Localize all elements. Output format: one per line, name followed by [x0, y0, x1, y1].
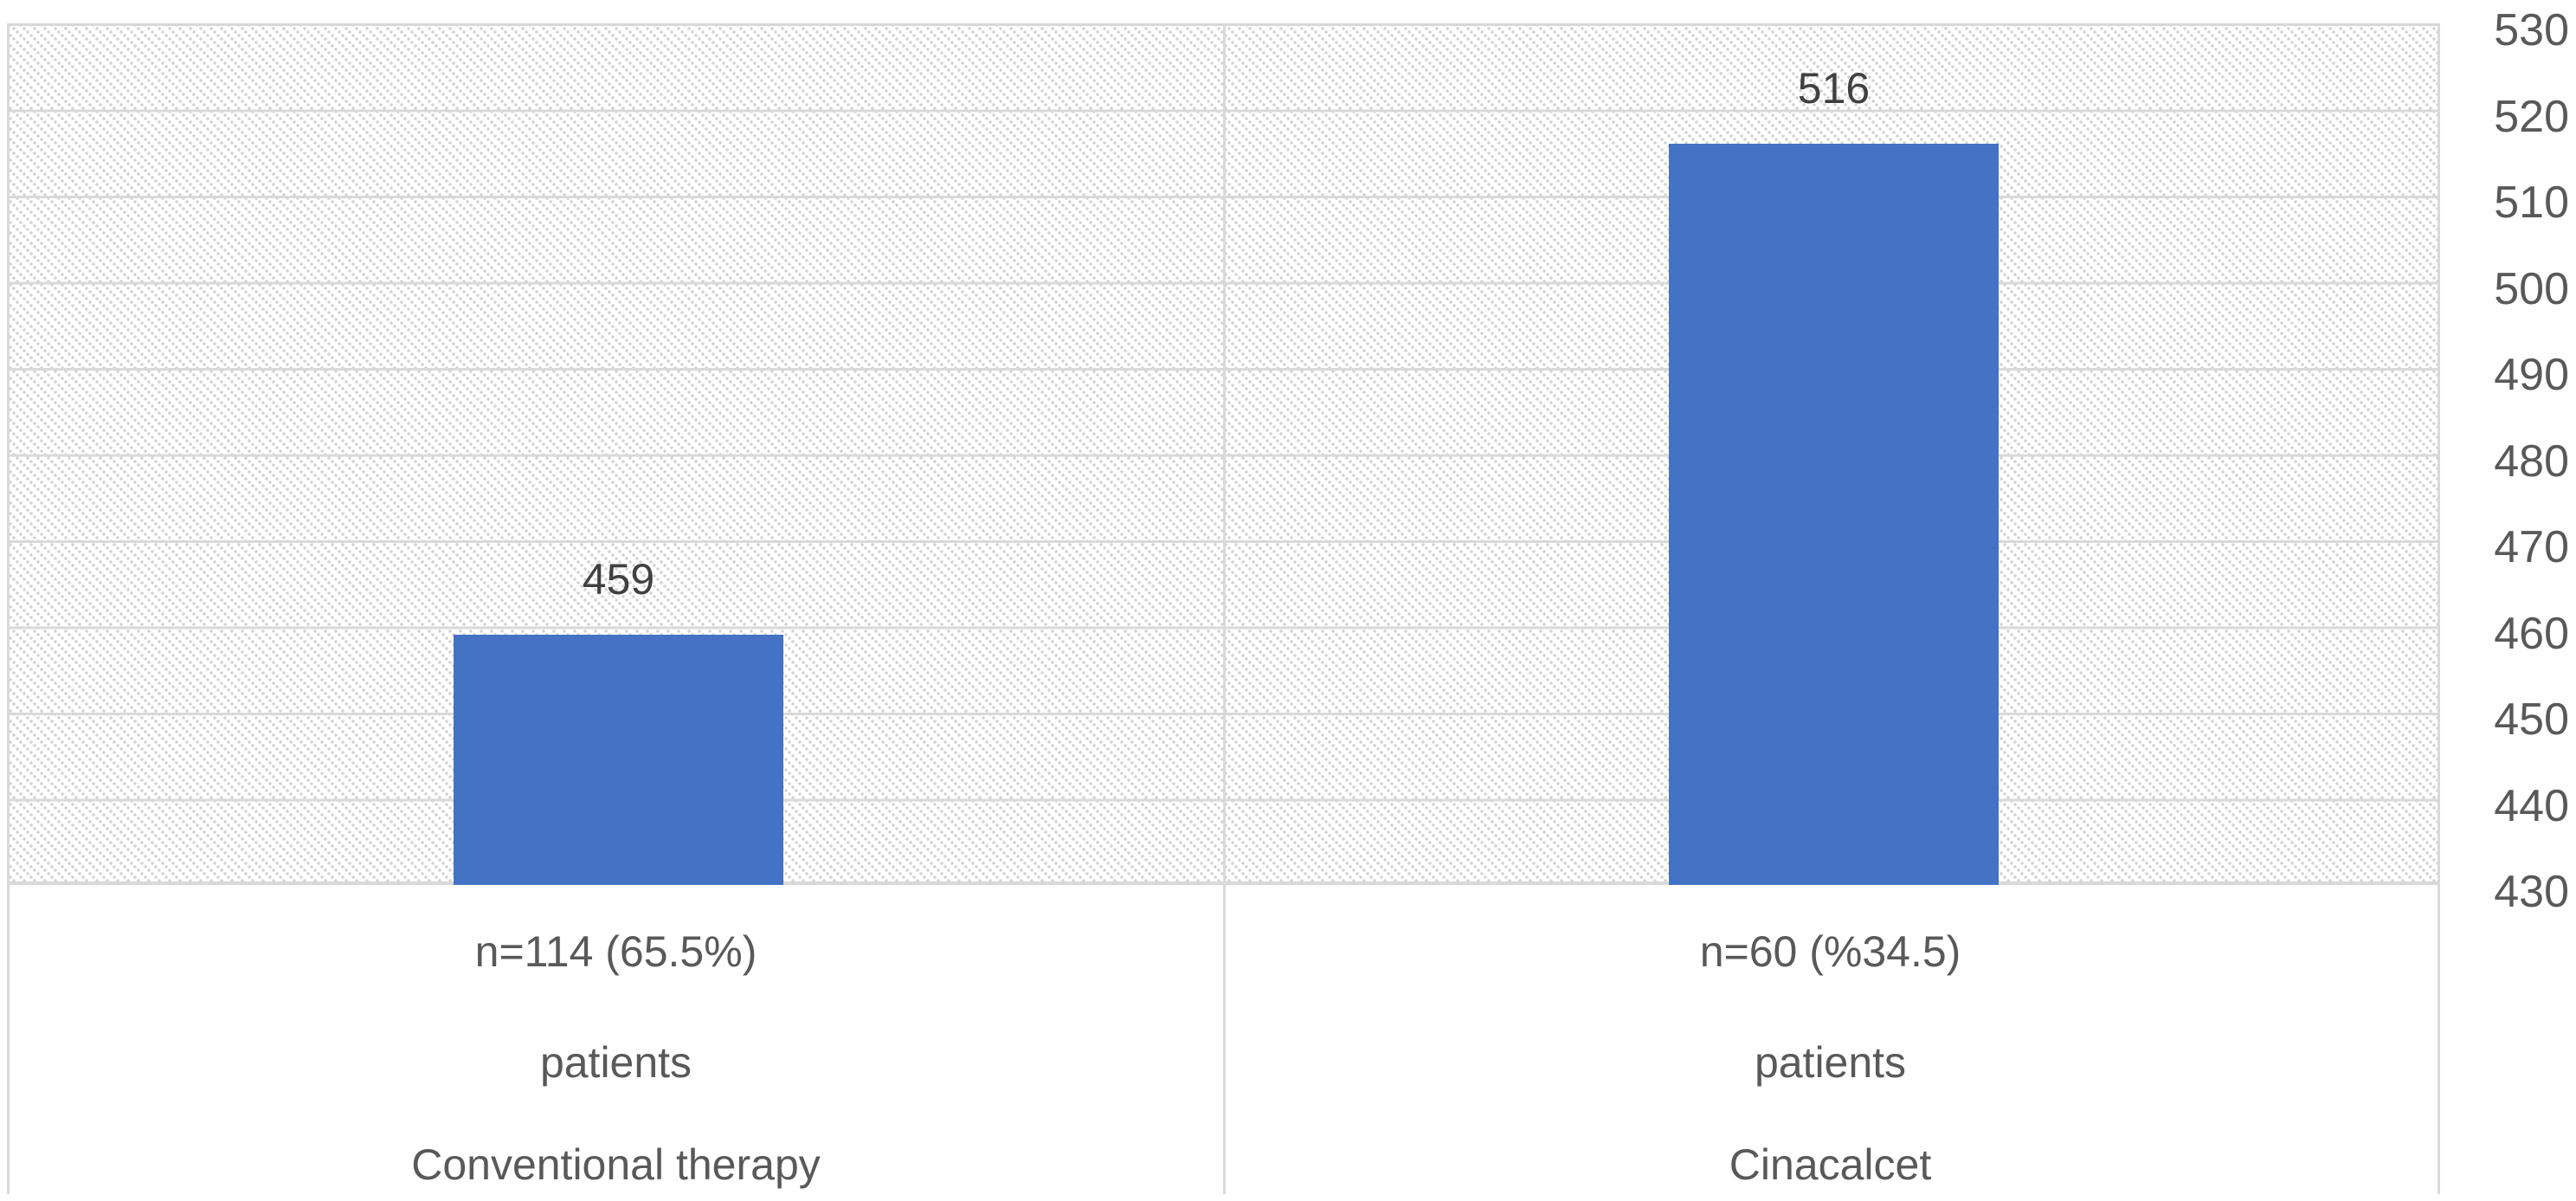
category-border-right-line [2438, 23, 2440, 1194]
y-axis-tick-label: 530 [2494, 5, 2569, 55]
category-patients-label: patients [539, 1038, 692, 1087]
y-axis-tick-label: 440 [2494, 780, 2569, 831]
y-axis-tick-label: 480 [2494, 436, 2569, 487]
y-axis-tick-label: 470 [2494, 522, 2569, 572]
y-axis-tick-label: 510 [2494, 178, 2569, 228]
category-n-label: n=114 (65.5%) [474, 927, 757, 976]
y-axis-tick-label: 520 [2494, 91, 2569, 142]
category-patients-label: patients [1754, 1038, 1907, 1087]
y-axis-tick-label: 430 [2494, 867, 2569, 917]
y-axis-tick-label: 500 [2494, 263, 2569, 314]
data-label-cinacalcet: 516 [1797, 64, 1871, 113]
category-divider-line [1223, 23, 1226, 1194]
y-axis: 530 520 510 500 490 480 470 460 450 440 … [2441, 0, 2576, 1201]
category-cell-conventional-therapy: n=114 (65.5%) patients Conventional ther… [9, 888, 1223, 1201]
y-axis-tick-label: 460 [2494, 608, 2569, 659]
category-name-label: Cinacalcet [1729, 1140, 1932, 1189]
bar-cinacalcet [1669, 144, 1999, 885]
data-label-conventional-therapy: 459 [582, 555, 655, 604]
y-axis-tick-label: 450 [2494, 694, 2569, 745]
category-name-label: Conventional therapy [411, 1140, 821, 1189]
bar-conventional-therapy [454, 635, 783, 885]
category-border-left-line [7, 23, 10, 1194]
y-axis-tick-label: 490 [2494, 350, 2569, 400]
category-n-label: n=60 (%34.5) [1699, 927, 1961, 976]
category-cell-cinacalcet: n=60 (%34.5) patients Cinacalcet [1223, 888, 2438, 1201]
